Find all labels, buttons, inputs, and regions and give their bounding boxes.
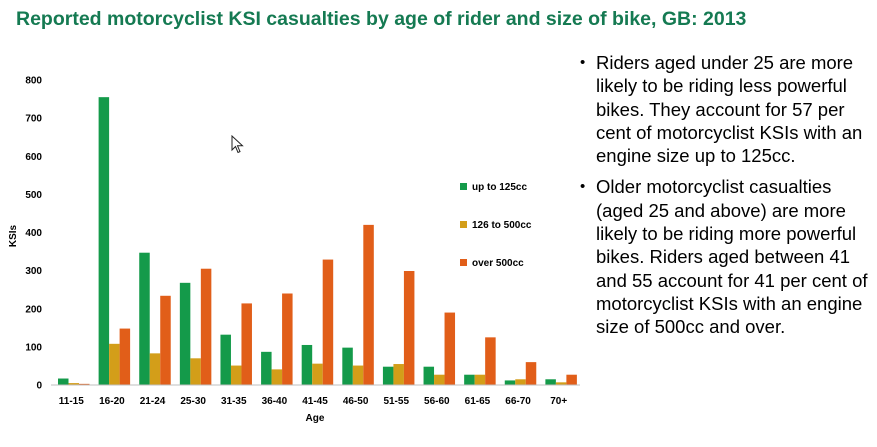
x-tick-label: 21-24 [140, 396, 166, 407]
bar [230, 365, 242, 385]
x-tick-label: 61-65 [465, 396, 491, 407]
bar-chart: 0 100 200 300 400 500 600 700 800 11-15 16-20 21-2… [8, 76, 580, 424]
bar [282, 293, 293, 385]
bar [525, 362, 537, 385]
y-tick-label: 400 [25, 228, 42, 239]
bar [98, 97, 110, 385]
y-tick-label: 300 [25, 266, 42, 277]
x-tick-label: 25-30 [180, 396, 206, 407]
bar [403, 271, 415, 385]
bar [504, 380, 516, 385]
bullet-text: Riders aged under 25 are more likely to … [596, 52, 863, 167]
bar [200, 268, 212, 385]
legend-label: over 500cc [472, 258, 524, 269]
bullet-point: • Older motorcyclist casualties (aged 25… [580, 175, 872, 338]
bar [179, 282, 191, 385]
legend-label: up to 125cc [472, 182, 527, 193]
legend: up to 125cc 126 to 500cc over 500cc [460, 182, 532, 269]
y-tick-label: 200 [25, 304, 42, 315]
bar [382, 366, 394, 385]
bar [423, 366, 435, 385]
bar [301, 344, 313, 385]
x-tick-label: 11-15 [59, 396, 84, 407]
bar [119, 328, 131, 385]
bar [271, 369, 283, 385]
x-axis: 11-15 16-20 21-24 25-30 31-35 36-40 41-45 46-50… [59, 396, 568, 407]
bar [485, 337, 496, 385]
bar [352, 365, 364, 385]
bullet-point: • Riders aged under 25 are more likely t… [580, 51, 872, 167]
bar [342, 347, 353, 385]
bar [464, 374, 475, 385]
bar [393, 364, 404, 385]
bar [312, 363, 323, 385]
bar [474, 374, 486, 385]
legend-label: 126 to 500cc [472, 220, 532, 231]
bar [190, 358, 201, 385]
bullet-list: • Riders aged under 25 are more likely t… [580, 51, 872, 347]
bar [68, 383, 79, 385]
x-tick-label: 41-45 [302, 396, 328, 407]
y-tick-label: 800 [25, 76, 42, 87]
bars [58, 97, 577, 385]
bar [139, 252, 150, 385]
bar [149, 353, 161, 385]
y-tick-label: 700 [25, 114, 42, 125]
chart-title: Reported motorcyclist KSI casualties by … [16, 8, 747, 30]
bar [241, 303, 252, 385]
y-tick-label: 0 [36, 381, 42, 392]
bar [363, 224, 374, 385]
x-tick-label: 36-40 [262, 396, 288, 407]
x-tick-label: 70+ [550, 396, 567, 407]
bar [261, 351, 272, 385]
bar [566, 374, 577, 385]
y-axis: 0 100 200 300 400 500 600 700 800 [25, 76, 42, 392]
bar [515, 379, 526, 385]
bar [434, 374, 445, 385]
y-tick-label: 100 [25, 342, 42, 353]
bar [109, 343, 120, 385]
bar [160, 295, 171, 385]
y-tick-label: 600 [25, 152, 42, 163]
legend-swatch [460, 259, 467, 266]
bar [555, 382, 567, 385]
x-tick-label: 51-55 [383, 396, 409, 407]
x-tick-label: 16-20 [99, 396, 125, 407]
bar [58, 378, 69, 385]
legend-swatch [460, 183, 467, 190]
bar [444, 312, 456, 385]
x-tick-label: 46-50 [343, 396, 369, 407]
y-tick-label: 500 [25, 190, 42, 201]
bar [322, 259, 334, 385]
bullet-dot: • [580, 178, 586, 196]
bar [79, 383, 90, 385]
bullet-dot: • [580, 54, 586, 71]
legend-swatch [460, 221, 467, 228]
bar [220, 334, 231, 385]
bar [545, 379, 556, 385]
x-tick-label: 31-35 [221, 396, 247, 407]
x-axis-label: Age [306, 413, 325, 424]
x-tick-label: 56-60 [424, 396, 450, 407]
x-tick-label: 66-70 [505, 396, 531, 407]
y-axis-label: KSIs [8, 224, 19, 247]
bullet-text: Older motorcyclist casualties (aged 25 a… [596, 176, 868, 338]
mouse-pointer-icon [231, 135, 244, 154]
